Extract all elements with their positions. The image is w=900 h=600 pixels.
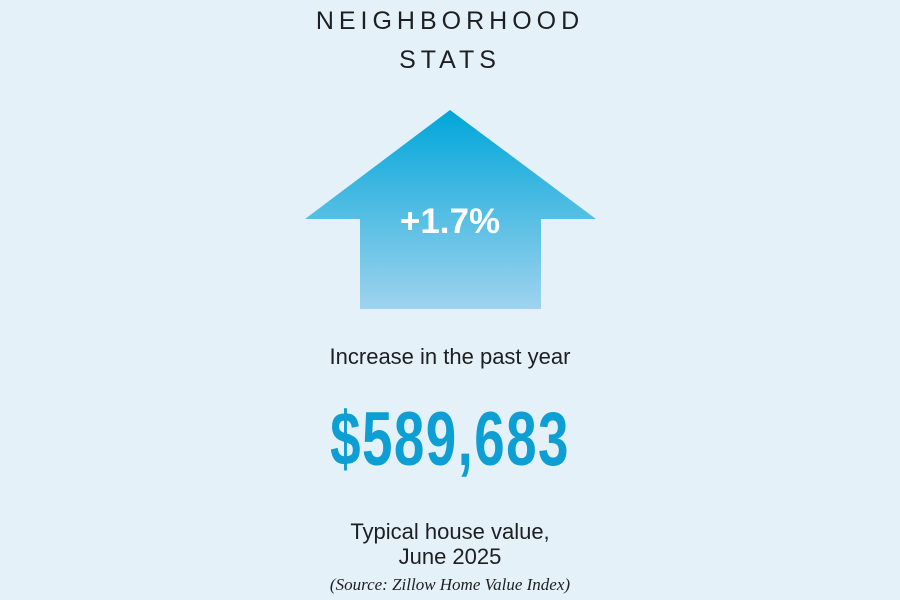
value-caption-line-2: June 2025	[398, 544, 502, 569]
value-caption-line-1: Typical house value,	[350, 519, 550, 544]
house-value: $589,683	[330, 397, 570, 482]
increase-caption: Increase in the past year	[329, 344, 571, 369]
title-line-1: NEIGHBORHOOD	[315, 7, 585, 35]
source-note: (Source: Zillow Home Value Index)	[329, 575, 571, 594]
up-arrow-shape	[305, 110, 596, 309]
change-percent: +1.7%	[399, 202, 501, 241]
title-line-2: STATS	[399, 46, 501, 74]
